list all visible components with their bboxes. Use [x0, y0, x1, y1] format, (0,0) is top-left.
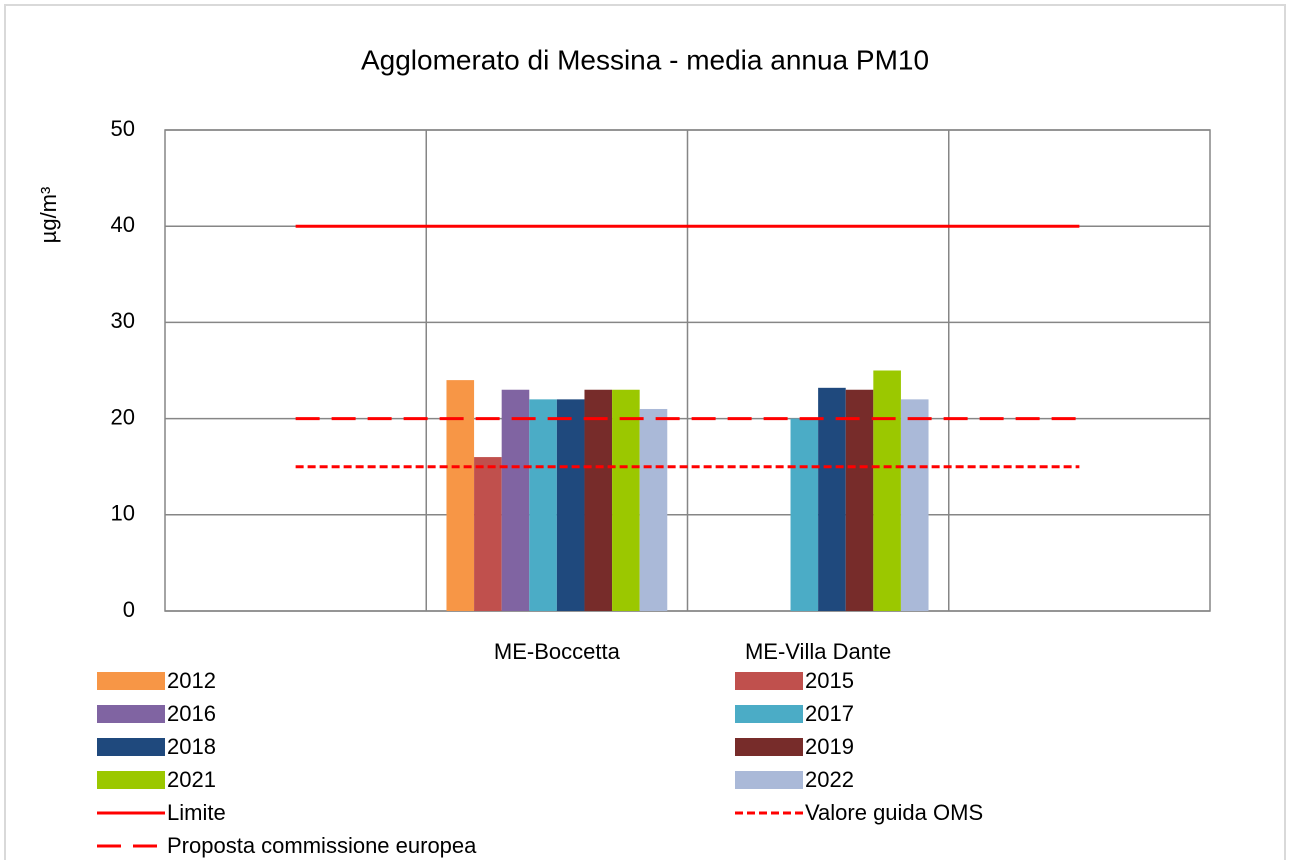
- legend-swatch: [97, 771, 165, 789]
- legend-label: 2021: [167, 767, 216, 792]
- chart-title: Agglomerato di Messina - media annua PM1…: [361, 44, 929, 75]
- bar: [790, 418, 819, 611]
- bar: [446, 380, 475, 611]
- bar: [584, 389, 613, 611]
- legend-label: 2018: [167, 734, 216, 759]
- bar: [873, 370, 901, 611]
- bar: [639, 408, 668, 611]
- y-tick-label: 0: [123, 597, 135, 622]
- legend-swatch: [735, 705, 803, 723]
- legend-label: Proposta commissione europea: [167, 833, 477, 858]
- legend-swatch: [97, 672, 165, 690]
- legend-label: 2012: [167, 668, 216, 693]
- bar: [529, 399, 557, 611]
- y-tick-label: 40: [111, 212, 135, 237]
- bar: [474, 457, 502, 611]
- legend-swatch: [97, 738, 165, 756]
- legend-label: 2022: [805, 767, 854, 792]
- legend-swatch: [97, 705, 165, 723]
- y-tick-label: 20: [111, 404, 135, 429]
- legend-label: 2016: [167, 701, 216, 726]
- x-tick-label: ME-Villa Dante: [745, 639, 891, 664]
- legend-label: 2015: [805, 668, 854, 693]
- legend-swatch: [735, 771, 803, 789]
- legend-label: Limite: [167, 800, 226, 825]
- y-tick-label: 50: [111, 116, 135, 141]
- bar: [501, 389, 530, 611]
- bar: [556, 399, 585, 611]
- bar: [900, 399, 929, 611]
- bar: [612, 389, 640, 611]
- legend-swatch: [735, 672, 803, 690]
- y-axis-label: µg/m³: [36, 187, 61, 244]
- bar: [818, 387, 846, 611]
- x-tick-label: ME-Boccetta: [494, 639, 621, 664]
- legend-swatch: [735, 738, 803, 756]
- y-tick-label: 10: [111, 501, 135, 526]
- legend-label: 2019: [805, 734, 854, 759]
- chart-border: [4, 4, 1286, 860]
- y-tick-label: 30: [111, 308, 135, 333]
- bar: [845, 389, 874, 611]
- legend-label: 2017: [805, 701, 854, 726]
- legend-label: Valore guida OMS: [805, 800, 983, 825]
